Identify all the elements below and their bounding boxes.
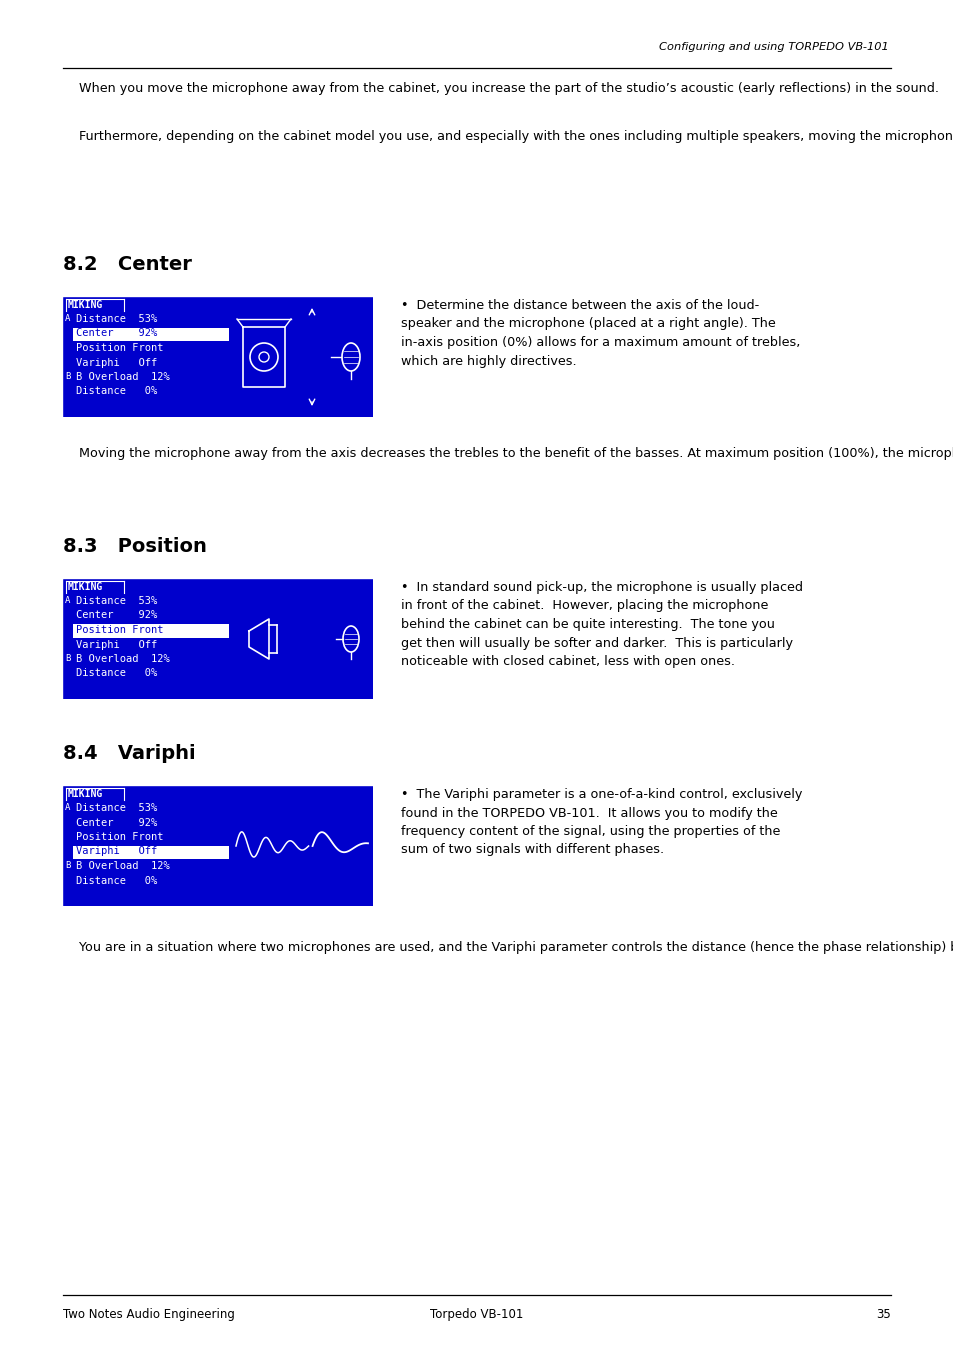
Text: Distance   0%: Distance 0% — [76, 386, 157, 397]
Text: •  In standard sound pick-up, the microphone is usually placed
in front of the c: • In standard sound pick-up, the microph… — [400, 580, 802, 668]
Text: B: B — [65, 373, 71, 381]
Text: Distance  53%: Distance 53% — [76, 595, 157, 606]
Text: A: A — [65, 315, 71, 323]
Text: MIKING: MIKING — [68, 788, 103, 799]
Bar — [62, 296, 374, 418]
Text: Furthermore, depending on the cabinet model you use, and especially with the one: Furthermore, depending on the cabinet mo… — [63, 130, 953, 143]
Text: A: A — [65, 803, 71, 811]
Text: MIKING: MIKING — [68, 300, 103, 310]
Text: Torpedo VB-101: Torpedo VB-101 — [430, 1308, 523, 1322]
Text: Variphi   Off: Variphi Off — [76, 846, 157, 856]
Text: B Overload  12%: B Overload 12% — [76, 373, 170, 382]
Text: A: A — [65, 595, 71, 605]
Text: You are in a situation where two microphones are used, and the Variphi parameter: You are in a situation where two microph… — [63, 941, 953, 954]
Bar — [63, 579, 373, 699]
Text: Center    92%: Center 92% — [76, 328, 157, 339]
Text: Distance   0%: Distance 0% — [76, 668, 157, 679]
Text: Position Front: Position Front — [76, 832, 163, 842]
Bar — [63, 297, 373, 417]
Text: Distance  53%: Distance 53% — [76, 803, 157, 813]
Bar — [73, 328, 229, 342]
Bar — [73, 845, 229, 859]
Text: Variphi   Off: Variphi Off — [76, 358, 157, 367]
Text: 8.3   Position: 8.3 Position — [63, 537, 207, 556]
Text: 35: 35 — [876, 1308, 890, 1322]
Text: B Overload  12%: B Overload 12% — [76, 653, 170, 664]
Text: B Overload  12%: B Overload 12% — [76, 861, 170, 871]
Text: Center    92%: Center 92% — [76, 818, 157, 828]
Bar — [63, 786, 373, 906]
Text: B: B — [65, 861, 71, 869]
Text: Moving the microphone away from the axis decreases the trebles to the benefit of: Moving the microphone away from the axis… — [63, 447, 953, 460]
Text: 8.2   Center: 8.2 Center — [63, 255, 192, 274]
Text: Distance   0%: Distance 0% — [76, 876, 157, 886]
Text: When you move the microphone away from the cabinet, you increase the part of the: When you move the microphone away from t… — [63, 82, 938, 94]
Text: MIKING: MIKING — [68, 582, 103, 593]
Text: Position Front: Position Front — [76, 343, 163, 352]
Text: Configuring and using TORPEDO VB-101: Configuring and using TORPEDO VB-101 — [659, 42, 888, 53]
Text: •  Determine the distance between the axis of the loud-
speaker and the micropho: • Determine the distance between the axi… — [400, 298, 800, 367]
Bar — [73, 624, 229, 637]
Text: 8.4   Variphi: 8.4 Variphi — [63, 744, 195, 763]
Bar — [62, 578, 374, 701]
Text: •  The Variphi parameter is a one-of-a-kind control, exclusively
found in the TO: • The Variphi parameter is a one-of-a-ki… — [400, 788, 801, 856]
Text: Center    92%: Center 92% — [76, 610, 157, 621]
Text: Two Notes Audio Engineering: Two Notes Audio Engineering — [63, 1308, 234, 1322]
Bar — [62, 784, 374, 907]
Text: Variphi   Off: Variphi Off — [76, 640, 157, 649]
Text: Position Front: Position Front — [76, 625, 163, 634]
Text: B: B — [65, 653, 71, 663]
Text: Distance  53%: Distance 53% — [76, 315, 157, 324]
